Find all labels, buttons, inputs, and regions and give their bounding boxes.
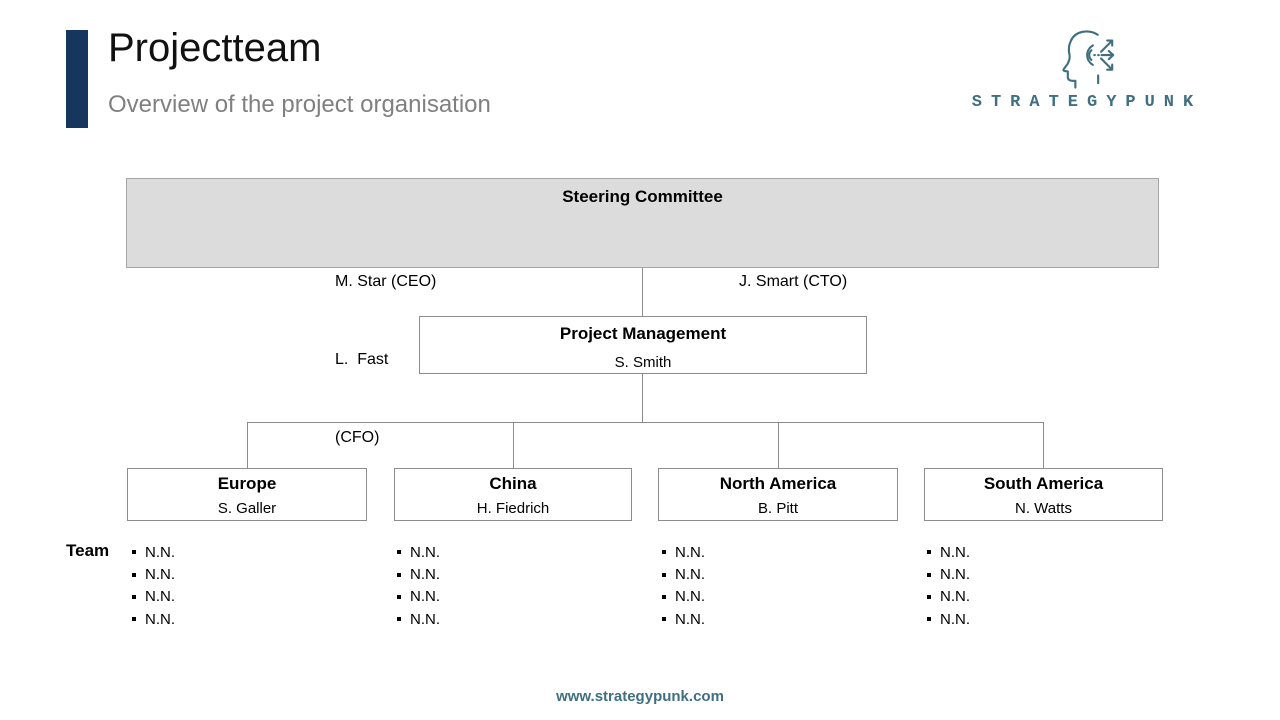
list-item: N.N. <box>927 541 970 563</box>
square-bullet-icon <box>662 617 666 622</box>
region-title: South America <box>983 474 1104 493</box>
square-bullet-icon <box>927 572 931 577</box>
region-box-europe: Europe S. Galler <box>127 468 367 521</box>
team-member: N.N. <box>410 566 440 584</box>
steering-member: L. Fast <box>335 351 389 368</box>
region-box-north-america: North America B. Pitt <box>658 468 898 521</box>
project-management-box: Project Management S. Smith <box>419 316 867 374</box>
list-item: N.N. <box>397 608 440 630</box>
team-member: N.N. <box>940 566 970 584</box>
square-bullet-icon <box>397 594 401 599</box>
square-bullet-icon <box>397 617 401 622</box>
list-item: N.N. <box>662 586 705 608</box>
list-item: N.N. <box>927 608 970 630</box>
region-title: Europe <box>217 474 277 493</box>
team-member: N.N. <box>940 610 970 628</box>
connector-steering-to-pm <box>642 268 643 316</box>
square-bullet-icon <box>397 550 401 555</box>
list-item: N.N. <box>397 541 440 563</box>
steering-committee-box: Steering Committee M. Star (CEO) L. Fast… <box>126 178 1159 446</box>
team-list-china: N.N. N.N. N.N. N.N. <box>397 541 440 631</box>
list-item: N.N. <box>132 608 175 630</box>
region-box-china: China H. Fiedrich <box>394 468 632 521</box>
project-management-lead: S. Smith <box>614 354 672 371</box>
connector-pm-down <box>642 374 643 422</box>
list-item: N.N. <box>662 608 705 630</box>
page-subtitle: Overview of the project organisation <box>108 91 491 118</box>
team-member: N.N. <box>145 588 175 606</box>
steering-member: (CFO) <box>335 429 380 446</box>
list-item: N.N. <box>132 541 175 563</box>
region-title: China <box>489 474 537 493</box>
steering-members-left: M. Star (CEO) L. Fast (CFO) <box>335 217 436 503</box>
team-list-south-america: N.N. N.N. N.N. N.N. <box>927 541 970 631</box>
list-item: N.N. <box>397 563 440 585</box>
square-bullet-icon <box>132 617 136 622</box>
square-bullet-icon <box>132 594 136 599</box>
square-bullet-icon <box>927 617 931 622</box>
head-with-arrows-icon <box>1062 30 1115 89</box>
list-item: N.N. <box>662 541 705 563</box>
steering-member: J. Smart (CTO) <box>739 273 848 290</box>
square-bullet-icon <box>662 594 666 599</box>
steering-committee-title: Steering Committee <box>562 187 723 206</box>
square-bullet-icon <box>662 572 666 577</box>
team-member: N.N. <box>145 566 175 584</box>
brand-logo: STRATEGYPUNK <box>966 26 1208 112</box>
square-bullet-icon <box>927 594 931 599</box>
square-bullet-icon <box>662 550 666 555</box>
square-bullet-icon <box>132 572 136 577</box>
team-member: N.N. <box>675 610 705 628</box>
region-lead: H. Fiedrich <box>476 500 550 517</box>
team-list-north-america: N.N. N.N. N.N. N.N. <box>662 541 705 631</box>
list-item: N.N. <box>927 563 970 585</box>
brand-name: STRATEGYPUNK <box>971 93 1203 112</box>
team-list-europe: N.N. N.N. N.N. N.N. <box>132 541 175 631</box>
region-lead: S. Galler <box>217 500 277 517</box>
region-lead: B. Pitt <box>757 500 798 517</box>
team-member: N.N. <box>145 543 175 561</box>
page-title: Projectteam <box>108 26 322 70</box>
connector-drop-europe <box>247 422 248 468</box>
square-bullet-icon <box>927 550 931 555</box>
footer: www.strategypunk.com <box>0 688 1280 706</box>
footer-url-link[interactable]: www.strategypunk.com <box>556 688 724 705</box>
team-member: N.N. <box>410 588 440 606</box>
region-box-south-america: South America N. Watts <box>924 468 1163 521</box>
project-management-title: Project Management <box>559 324 727 343</box>
list-item: N.N. <box>132 586 175 608</box>
square-bullet-icon <box>132 550 136 555</box>
steering-member: M. Star (CEO) <box>335 273 437 290</box>
team-member: N.N. <box>410 610 440 628</box>
team-member: N.N. <box>940 543 970 561</box>
connector-horizontal <box>247 422 1044 423</box>
list-item: N.N. <box>927 586 970 608</box>
connector-drop-south-america <box>1043 422 1044 468</box>
team-member: N.N. <box>940 588 970 606</box>
team-member: N.N. <box>410 543 440 561</box>
team-label: Team <box>66 541 110 560</box>
region-lead: N. Watts <box>1015 500 1072 517</box>
team-member: N.N. <box>145 610 175 628</box>
list-item: N.N. <box>397 586 440 608</box>
square-bullet-icon <box>397 572 401 577</box>
team-member: N.N. <box>675 588 705 606</box>
team-member: N.N. <box>675 543 705 561</box>
connector-drop-china <box>513 422 514 468</box>
list-item: N.N. <box>662 563 705 585</box>
list-item: N.N. <box>132 563 175 585</box>
region-title: North America <box>719 474 837 493</box>
connector-drop-north-america <box>778 422 779 468</box>
title-accent-bar <box>66 30 88 128</box>
team-member: N.N. <box>675 566 705 584</box>
